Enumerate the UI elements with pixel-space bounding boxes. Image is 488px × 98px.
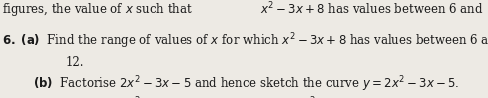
- Text: 12.: 12.: [66, 56, 84, 69]
- Text: $\bf{(b)}$  Factorise $2x^2 - 3x - 5$ and hence sketch the curve $y = 2x^2 - 3x : $\bf{(b)}$ Factorise $2x^2 - 3x - 5$ and…: [33, 74, 460, 94]
- Text: $x^2 - 3x + 8$ has values between 6 and: $x^2 - 3x + 8$ has values between 6 and: [260, 1, 483, 18]
- Text: $\bf{6.}$ $\bf{(a)}$  Find the range of values of $x$ for which $x^2 - 3x + 8$ h: $\bf{6.}$ $\bf{(a)}$ Find the range of v…: [2, 31, 488, 51]
- Text: $\bf{(c)}$  Express $-2x^2 + 8x + 9$ in the form $a(x - h)^2 + k$. Hence state t: $\bf{(c)}$ Express $-2x^2 + 8x + 9$ in t…: [33, 95, 488, 98]
- Text: figures, the value of $x$ such that: figures, the value of $x$ such that: [2, 1, 194, 18]
